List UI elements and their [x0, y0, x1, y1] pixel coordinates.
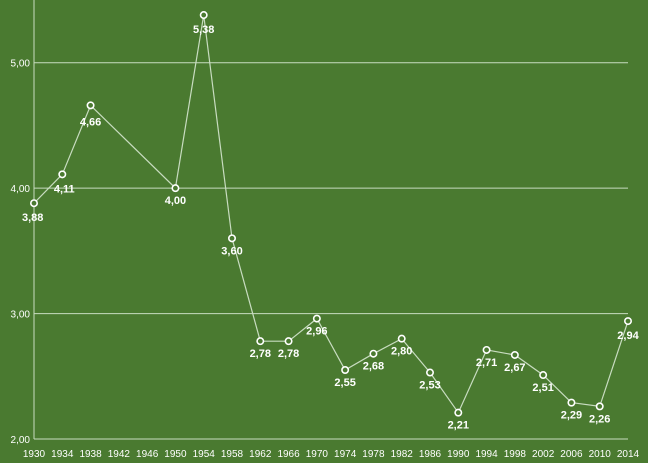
x-tick-label: 1958	[221, 449, 244, 460]
data-label: 4,11	[54, 183, 75, 195]
x-tick-label: 2014	[617, 449, 640, 460]
data-label: 2,67	[504, 362, 525, 374]
data-point	[228, 234, 237, 243]
x-tick-label: 1970	[306, 449, 329, 460]
data-label: 4,00	[165, 195, 186, 207]
x-tick-label: 2006	[560, 449, 583, 460]
data-point	[369, 349, 378, 358]
data-label: 2,78	[278, 348, 299, 360]
x-tick-label: 1982	[391, 449, 414, 460]
data-point	[425, 368, 434, 377]
data-label: 2,26	[589, 413, 610, 425]
data-label: 2,71	[476, 357, 497, 369]
data-markers	[29, 11, 632, 417]
x-tick-label: 1962	[249, 449, 272, 460]
x-tick-label: 1930	[23, 449, 46, 460]
axes	[33, 0, 628, 440]
y-tick-label: 2,00	[11, 435, 31, 446]
gridlines	[34, 62, 628, 315]
x-tick-label: 1994	[475, 449, 498, 460]
data-point	[256, 337, 265, 346]
data-point	[482, 345, 491, 354]
x-tick-label: 2002	[532, 449, 555, 460]
x-tick-label: 1986	[419, 449, 442, 460]
data-label: 2,55	[334, 377, 355, 389]
data-point	[397, 334, 406, 343]
data-point	[284, 337, 293, 346]
x-tick-label: 2010	[589, 449, 612, 460]
data-point	[312, 314, 321, 323]
data-label: 2,29	[561, 410, 582, 422]
data-point	[58, 170, 67, 179]
data-point	[199, 11, 208, 20]
data-point	[595, 402, 604, 411]
x-tick-label: 1978	[362, 449, 385, 460]
y-axis-tick-labels: 2,00 3,00 4,00 5,00	[11, 59, 31, 446]
data-label: 2,96	[306, 326, 327, 338]
data-point	[171, 184, 180, 193]
data-labels: 3,88 4,11 4,66 4,00 5,38 3,60 2,78 2,78 2,96 2,55…	[22, 24, 640, 432]
data-point	[454, 408, 463, 417]
x-tick-label: 1950	[164, 449, 187, 460]
x-tick-label: 1974	[334, 449, 357, 460]
data-label: 2,51	[532, 382, 553, 394]
series-line-group	[33, 15, 629, 414]
data-point	[539, 371, 548, 380]
y-tick-label: 3,00	[11, 310, 31, 321]
data-label: 2,21	[448, 420, 469, 432]
data-point	[510, 350, 519, 359]
data-label: 2,80	[391, 346, 412, 358]
x-tick-label: 1938	[79, 449, 102, 460]
x-tick-label: 1942	[108, 449, 131, 460]
x-tick-label: 1954	[193, 449, 216, 460]
data-label: 5,38	[193, 24, 214, 36]
y-tick-label: 5,00	[11, 59, 31, 70]
data-point	[567, 398, 576, 407]
data-point	[86, 101, 95, 110]
data-label: 4,66	[80, 116, 101, 128]
data-point	[341, 366, 350, 375]
data-label: 3,88	[22, 212, 43, 224]
data-label: 3,60	[221, 245, 242, 257]
data-label: 2,53	[419, 380, 440, 392]
x-tick-label: 1990	[447, 449, 470, 460]
data-label: 2,94	[617, 330, 639, 342]
data-point	[623, 317, 632, 326]
series-line	[33, 15, 629, 414]
x-tick-label: 1934	[51, 449, 74, 460]
data-point	[29, 199, 38, 208]
y-tick-label: 4,00	[11, 184, 31, 195]
data-label: 2,68	[363, 361, 384, 373]
x-axis-tick-labels: 1930 1934 1938 1942 1946 1950 1954 1958 1962 1966…	[23, 449, 640, 460]
x-tick-label: 1998	[504, 449, 527, 460]
x-tick-label: 1946	[136, 449, 159, 460]
x-tick-label: 1966	[277, 449, 300, 460]
data-label: 2,78	[250, 348, 271, 360]
